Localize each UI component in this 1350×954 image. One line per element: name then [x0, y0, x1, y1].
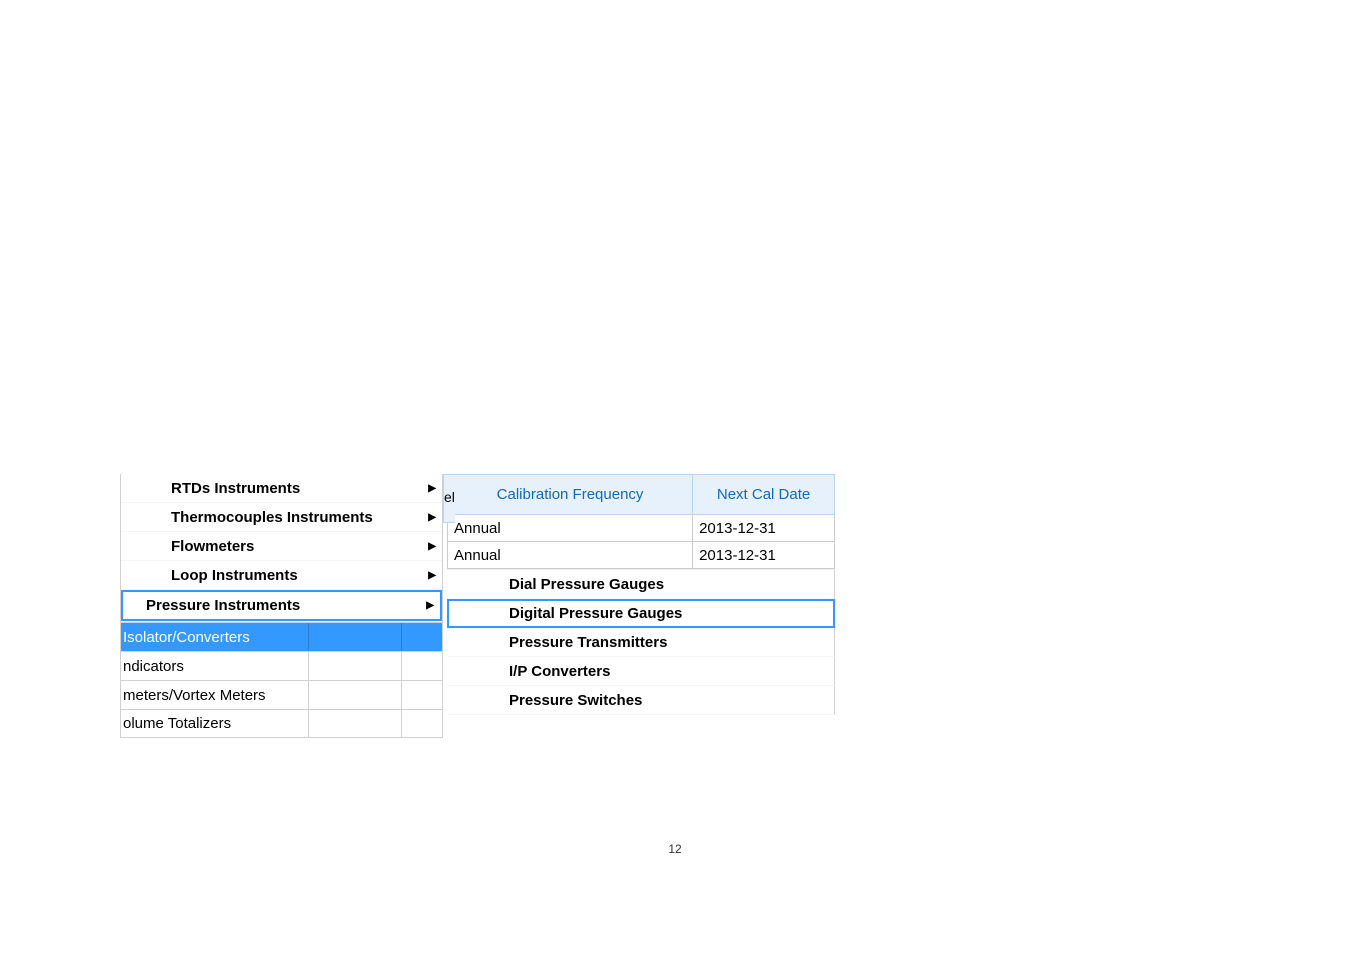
row-cell [402, 623, 442, 651]
menu-item-pressure[interactable]: Pressure Instruments ▶ [121, 590, 442, 621]
col-header-frequency[interactable]: Calibration Frequency [448, 475, 693, 515]
menu-label: Pressure Instruments [146, 597, 300, 614]
table-row[interactable]: olume Totalizers [121, 709, 442, 738]
menu-label: Loop Instruments [171, 567, 298, 584]
chevron-right-icon: ▶ [428, 512, 436, 523]
row-cell [309, 652, 402, 680]
table-row[interactable]: ndicators [121, 651, 442, 680]
submenu-label: Pressure Transmitters [509, 634, 667, 651]
row-cell [402, 681, 442, 709]
table-row[interactable]: Annual 2013-12-31 [448, 515, 835, 542]
row-cell [402, 652, 442, 680]
row-label: Isolator/Converters [121, 623, 309, 651]
row-cell [309, 710, 402, 737]
row-label: meters/Vortex Meters [121, 681, 309, 709]
ui-region: RTDs Instruments ▶ Thermocouples Instrum… [120, 474, 835, 738]
left-panel: RTDs Instruments ▶ Thermocouples Instrum… [120, 474, 443, 738]
row-cell [402, 710, 442, 737]
chevron-right-icon: ▶ [428, 483, 436, 494]
cell-next-date: 2013-12-31 [693, 542, 835, 569]
submenu-item-pressure-switches[interactable]: Pressure Switches [447, 686, 835, 715]
page-number: 12 [0, 842, 1350, 856]
submenu-label: Digital Pressure Gauges [509, 605, 682, 622]
submenu-item-dial-gauges[interactable]: Dial Pressure Gauges [447, 570, 835, 599]
chevron-right-icon: ▶ [428, 570, 436, 581]
menu-item-loop[interactable]: Loop Instruments ▶ [121, 561, 442, 590]
row-label: olume Totalizers [121, 710, 309, 737]
submenu-label: I/P Converters [509, 663, 610, 680]
chevron-right-icon: ▶ [426, 600, 434, 611]
submenu-label: Dial Pressure Gauges [509, 576, 664, 593]
menu-label: Thermocouples Instruments [171, 509, 373, 526]
row-cell [309, 623, 402, 651]
calibration-table: Calibration Frequency Next Cal Date Annu… [447, 474, 835, 570]
menu-item-thermocouples[interactable]: Thermocouples Instruments ▶ [121, 503, 442, 532]
cell-frequency: Annual [448, 515, 693, 542]
chevron-right-icon: ▶ [428, 541, 436, 552]
cell-frequency: Annual [448, 542, 693, 569]
submenu-label: Pressure Switches [509, 692, 642, 709]
table-row[interactable]: meters/Vortex Meters [121, 680, 442, 709]
table-row[interactable]: Isolator/Converters [121, 622, 442, 651]
submenu-item-ip-converters[interactable]: I/P Converters [447, 657, 835, 686]
fragment-text: el [444, 489, 455, 505]
right-panel: el Calibration Frequency Next Cal Date A… [447, 474, 835, 715]
main-menu: RTDs Instruments ▶ Thermocouples Instrum… [121, 474, 442, 622]
submenu-item-digital-gauges[interactable]: Digital Pressure Gauges [447, 599, 835, 628]
row-cell [309, 681, 402, 709]
table-row[interactable]: Annual 2013-12-31 [448, 542, 835, 569]
row-label: ndicators [121, 652, 309, 680]
pressure-submenu: Dial Pressure Gauges Digital Pressure Ga… [447, 569, 835, 715]
submenu-item-pressure-transmitters[interactable]: Pressure Transmitters [447, 628, 835, 657]
cell-next-date: 2013-12-31 [693, 515, 835, 542]
header-fragment: el [443, 474, 455, 523]
menu-label: RTDs Instruments [171, 480, 300, 497]
col-header-next-date[interactable]: Next Cal Date [693, 475, 835, 515]
menu-label: Flowmeters [171, 538, 254, 555]
menu-item-rtds[interactable]: RTDs Instruments ▶ [121, 474, 442, 503]
menu-item-flowmeters[interactable]: Flowmeters ▶ [121, 532, 442, 561]
